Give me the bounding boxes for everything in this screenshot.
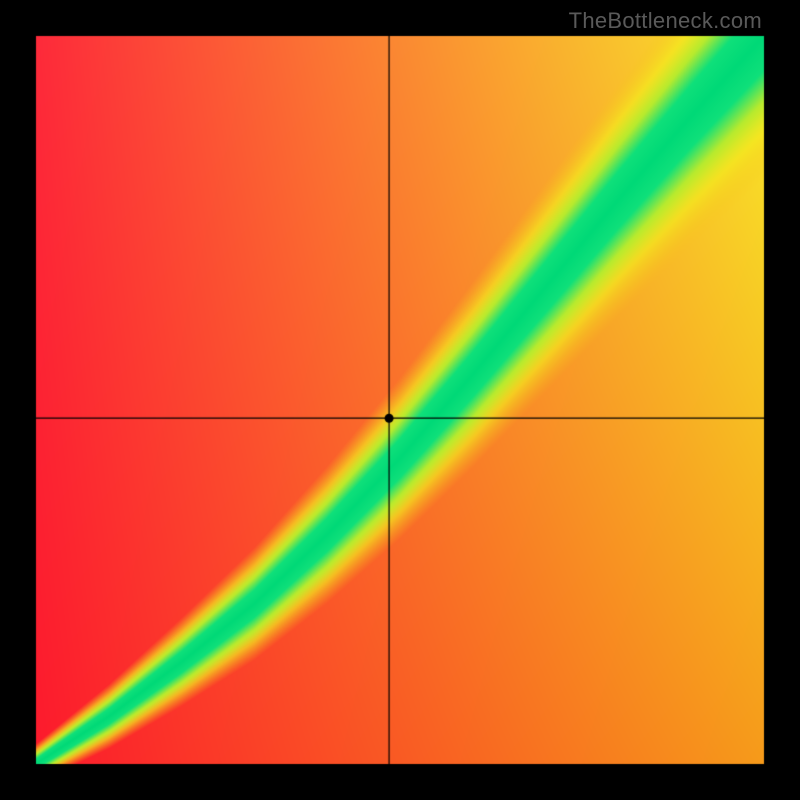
chart-container: TheBottleneck.com bbox=[0, 0, 800, 800]
bottleneck-heatmap bbox=[0, 0, 800, 800]
watermark-text: TheBottleneck.com bbox=[569, 8, 762, 34]
